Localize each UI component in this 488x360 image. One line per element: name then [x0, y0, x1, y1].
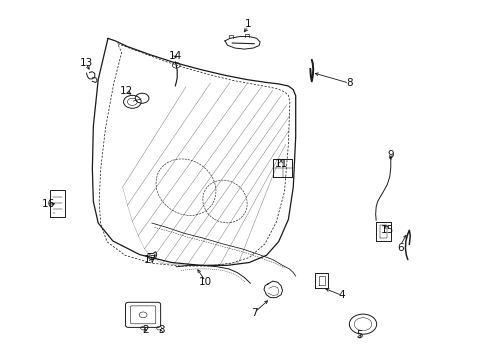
Text: 6: 6	[396, 243, 403, 253]
FancyBboxPatch shape	[130, 306, 156, 324]
Text: 8: 8	[346, 78, 352, 88]
Text: 9: 9	[386, 150, 393, 160]
Text: 3: 3	[158, 325, 164, 335]
Text: 12: 12	[120, 86, 133, 96]
Text: 14: 14	[168, 51, 182, 61]
Text: 17: 17	[143, 255, 157, 265]
Text: 10: 10	[199, 277, 212, 287]
Text: 15: 15	[380, 225, 393, 235]
Text: 5: 5	[355, 330, 362, 340]
Text: 2: 2	[142, 325, 149, 335]
Text: 4: 4	[338, 291, 345, 301]
Text: 11: 11	[274, 159, 287, 169]
Text: 7: 7	[250, 308, 257, 318]
Text: 1: 1	[244, 19, 251, 29]
FancyBboxPatch shape	[125, 302, 160, 327]
Text: 13: 13	[79, 58, 92, 68]
Text: 16: 16	[42, 199, 55, 210]
